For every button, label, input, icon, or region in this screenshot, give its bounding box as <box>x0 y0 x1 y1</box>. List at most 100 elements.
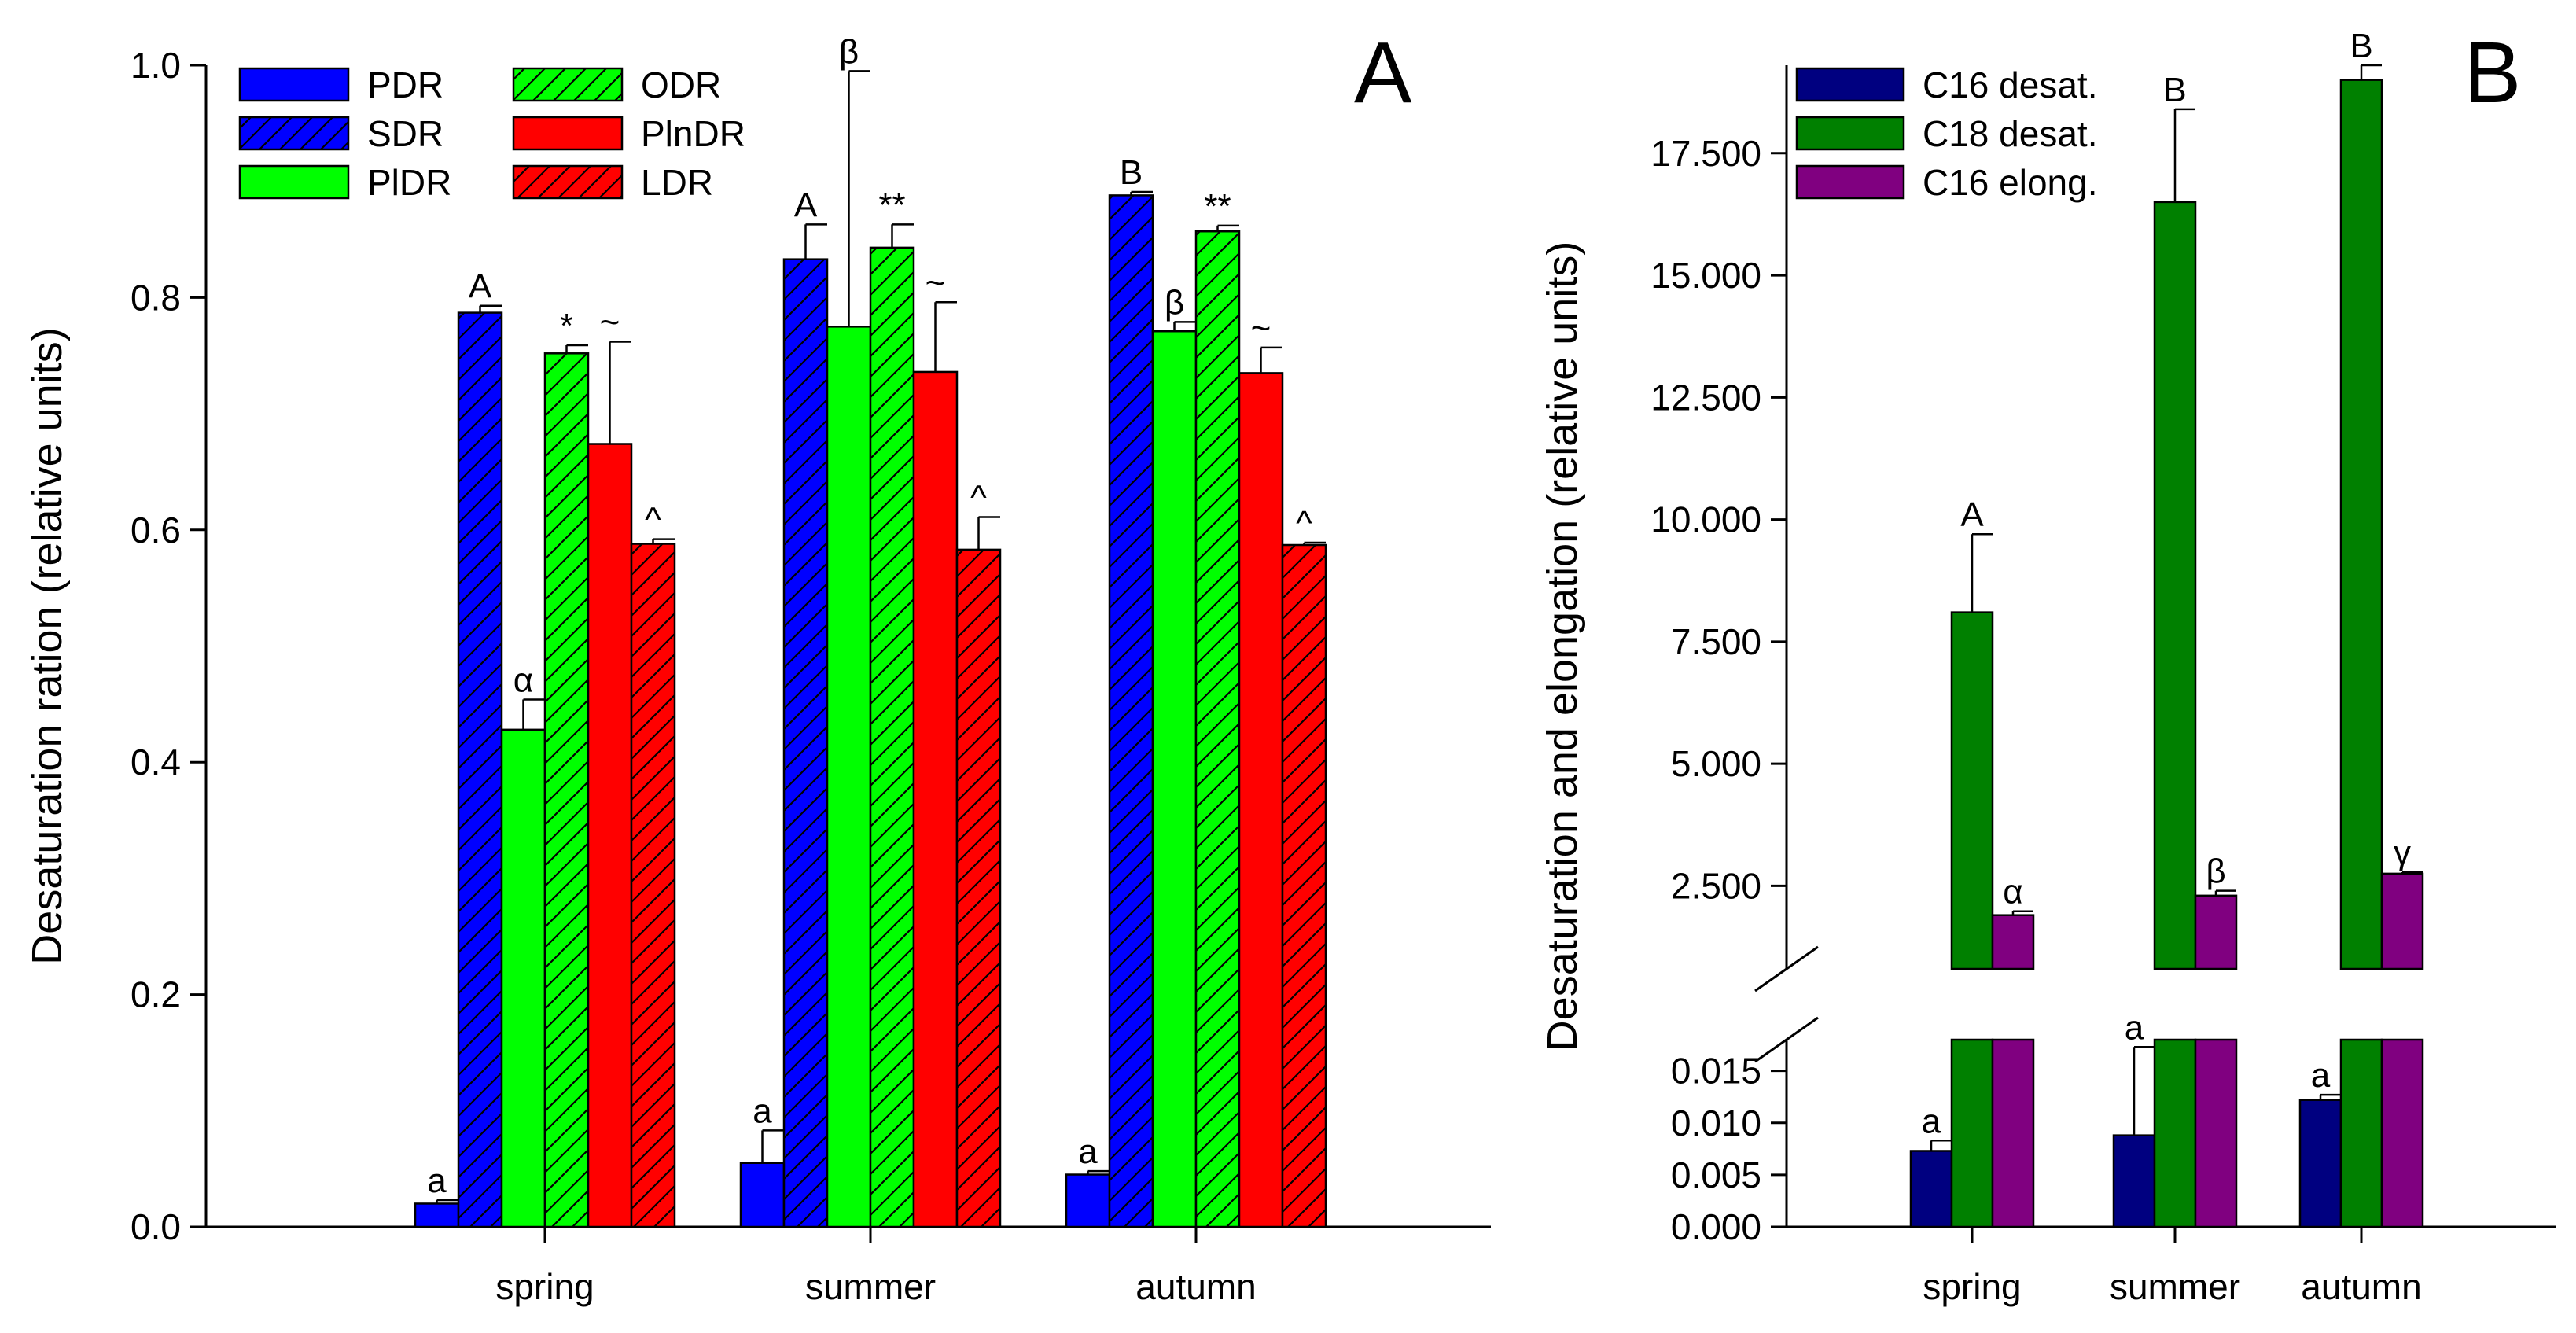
legend-label-ldr: LDR <box>641 162 713 203</box>
bar-c16-elong-autumn-lower <box>2380 1038 2424 1228</box>
bar-hatch-sdr-summer <box>784 259 827 1228</box>
significance-label: β <box>1165 283 1184 322</box>
bar-c16-desat-summer <box>2112 1134 2156 1228</box>
significance-label: B <box>2350 27 2372 65</box>
bar-c16-elong-spring <box>1991 914 2035 970</box>
bar-pldr-spring <box>500 728 546 1228</box>
bar-c18-desat-summer-lower <box>2153 1038 2197 1228</box>
x-tick-label: autumn <box>2301 1266 2421 1307</box>
significance-label: β <box>839 32 859 71</box>
bar-c16-elong-autumn <box>2380 872 2424 970</box>
x-tick-label: summer <box>2110 1266 2240 1307</box>
significance-label: a <box>2311 1056 2331 1095</box>
bar-hatch-ldr-autumn <box>1282 545 1326 1227</box>
significance-label: α <box>513 661 533 699</box>
legend-hatch-odr <box>513 68 622 101</box>
y-tick-label: 2.500 <box>1671 865 1761 906</box>
bar-hatch-odr-autumn <box>1196 231 1239 1228</box>
y-tick-label: 0.015 <box>1671 1051 1761 1092</box>
x-tick-label: autumn <box>1135 1266 1256 1307</box>
legend-label-odr: ODR <box>641 64 721 105</box>
significance-label: ~ <box>600 304 620 342</box>
significance-label: ^ <box>645 501 661 539</box>
legend-hatch-ldr <box>513 166 622 198</box>
y-tick-label: 15.000 <box>1650 255 1761 296</box>
legend-hatch-sdr <box>240 117 348 149</box>
x-tick-label: summer <box>805 1266 936 1307</box>
bar-c18-desat-summer <box>2153 201 2197 970</box>
bar-hatch-sdr-spring <box>458 312 502 1227</box>
legend-swatch-c18-desat <box>1795 116 1905 151</box>
y-tick-label: 0.2 <box>131 974 181 1015</box>
y-tick-label: 0.000 <box>1671 1206 1761 1247</box>
y-tick-label: 5.000 <box>1671 743 1761 784</box>
y-tick-label: 0.6 <box>131 510 181 551</box>
legend-swatch-c16-desat <box>1795 67 1905 102</box>
significance-label: γ <box>2394 834 2411 872</box>
legend-label-c18-desat: C18 desat. <box>1923 113 2097 154</box>
bar-c18-desat-spring-lower <box>1950 1038 1994 1228</box>
legend-swatch-pdr <box>238 67 350 102</box>
bar-hatch-odr-summer <box>870 247 914 1227</box>
bar-c16-elong-summer <box>2194 894 2238 970</box>
panel-letter-a: A <box>1354 24 1412 121</box>
legend-label-c16-desat: C16 desat. <box>1923 64 2097 105</box>
axis-break-mark <box>1754 945 1819 992</box>
y-tick-label: 7.500 <box>1671 621 1761 662</box>
legend-label-sdr: SDR <box>367 113 443 154</box>
legend-swatch-c16-elong <box>1795 164 1905 200</box>
bar-plndr-spring <box>587 443 633 1228</box>
legend-swatch-pldr <box>238 164 350 200</box>
significance-label: B <box>1120 153 1143 192</box>
bar-hatch-ldr-summer <box>957 549 1000 1227</box>
legend-label-plndr: PlnDR <box>641 113 745 154</box>
significance-label: ^ <box>1296 504 1312 543</box>
y-tick-label: 10.000 <box>1650 499 1761 540</box>
y-tick-label: 0.0 <box>131 1206 181 1247</box>
significance-label: a <box>1078 1132 1098 1171</box>
y-tick-label: 1.0 <box>131 45 181 86</box>
panel-b: 0.000 0.005 0.010 0.015 2.500 5.000 7.500 10.00… <box>1539 24 2556 1307</box>
significance-label: a <box>753 1092 772 1130</box>
y-tick-label: 0.010 <box>1671 1103 1761 1143</box>
bar-pldr-autumn <box>1151 330 1198 1228</box>
legend-label-pdr: PDR <box>367 64 443 105</box>
significance-label: β <box>2206 852 2225 891</box>
bar-c18-desat-spring <box>1950 611 1994 970</box>
significance-label: ^ <box>970 479 987 517</box>
bar-pdr-spring <box>414 1202 460 1228</box>
bar-pdr-autumn <box>1065 1173 1111 1228</box>
y-tick-label: 0.005 <box>1671 1154 1761 1195</box>
significance-label: ** <box>878 186 905 224</box>
bar-hatch-sdr-autumn <box>1110 195 1153 1228</box>
y-tick-label: 12.500 <box>1650 377 1761 418</box>
significance-label: A <box>469 267 492 306</box>
bar-pdr-summer <box>739 1162 786 1228</box>
bar-c16-elong-summer-lower <box>2194 1038 2238 1228</box>
significance-label: * <box>560 307 573 345</box>
y-tick-label: 0.8 <box>131 277 181 318</box>
legend-swatch-plndr <box>512 116 624 151</box>
significance-label: a <box>1922 1102 1941 1140</box>
significance-label: α <box>2003 873 2022 911</box>
significance-label: ** <box>1204 187 1231 226</box>
bar-hatch-odr-spring <box>545 353 588 1227</box>
x-tick-label: spring <box>1923 1266 2021 1307</box>
bar-c18-desat-autumn-lower <box>2339 1038 2383 1228</box>
bar-c16-elong-spring-lower <box>1991 1038 2035 1228</box>
significance-label: ~ <box>926 263 946 302</box>
legend-label-pldr: PlDR <box>367 162 451 203</box>
bar-hatch-ldr-spring <box>631 543 675 1227</box>
significance-label: B <box>2163 71 2186 109</box>
significance-label: A <box>1960 495 1984 534</box>
panel-letter-b: B <box>2464 24 2521 121</box>
y-axis-title: Desaturation ration (relative units) <box>24 327 71 964</box>
significance-label: A <box>794 186 818 224</box>
significance-label: a <box>2125 1008 2144 1047</box>
significance-label: ~ <box>1251 309 1271 348</box>
y-axis-title: Desaturation and elongation (relative un… <box>1539 241 1586 1051</box>
y-tick-label: 17.500 <box>1650 133 1761 174</box>
bar-c16-desat-spring <box>1909 1150 1953 1228</box>
